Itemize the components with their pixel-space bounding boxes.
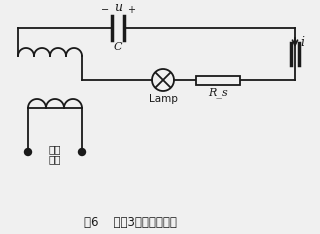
Text: 电感: 电感: [49, 154, 61, 164]
Text: +: +: [127, 5, 135, 15]
Circle shape: [78, 149, 85, 156]
Text: 图6    模式3的等效电路图: 图6 模式3的等效电路图: [84, 216, 176, 228]
Circle shape: [25, 149, 31, 156]
Text: u: u: [114, 1, 122, 14]
Text: 点火: 点火: [49, 144, 61, 154]
Text: R_s: R_s: [208, 88, 228, 98]
Text: C: C: [114, 42, 122, 52]
Text: Lamp: Lamp: [148, 94, 177, 104]
Bar: [196, 76, 240, 84]
Text: i: i: [300, 36, 304, 49]
Text: −: −: [101, 5, 109, 15]
